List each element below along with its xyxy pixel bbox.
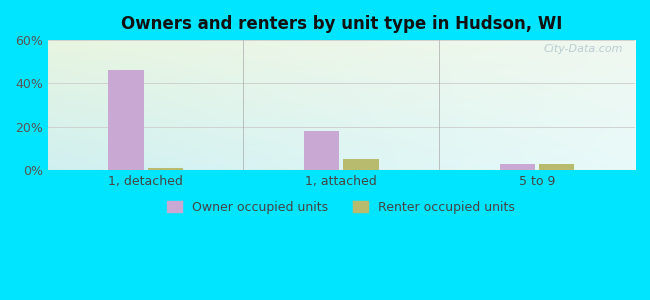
Bar bbox=[304, 131, 339, 170]
Bar bbox=[109, 70, 144, 170]
Bar bbox=[500, 164, 535, 170]
Bar bbox=[148, 168, 183, 170]
Title: Owners and renters by unit type in Hudson, WI: Owners and renters by unit type in Hudso… bbox=[121, 15, 562, 33]
Text: City-Data.com: City-Data.com bbox=[544, 44, 623, 54]
Bar bbox=[539, 164, 575, 170]
Bar bbox=[343, 159, 378, 170]
Legend: Owner occupied units, Renter occupied units: Owner occupied units, Renter occupied un… bbox=[162, 196, 521, 219]
